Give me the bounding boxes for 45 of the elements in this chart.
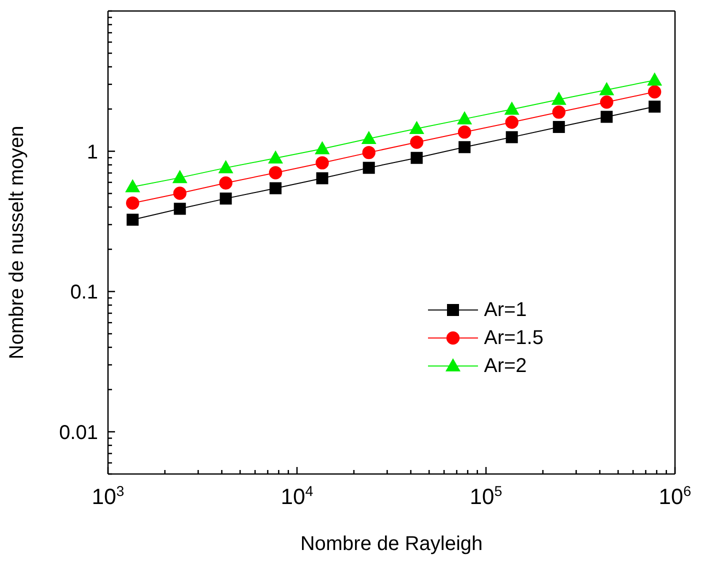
x-axis-title: Nombre de Rayleigh bbox=[300, 533, 483, 555]
legend-label: Ar=1.5 bbox=[484, 326, 544, 350]
point bbox=[126, 214, 139, 226]
point bbox=[316, 156, 329, 170]
point bbox=[458, 141, 471, 154]
point bbox=[648, 85, 662, 98]
point bbox=[458, 125, 472, 139]
point bbox=[173, 186, 186, 200]
point bbox=[504, 102, 520, 115]
legend-label: Ar=1 bbox=[484, 298, 527, 322]
point bbox=[551, 92, 566, 105]
point bbox=[362, 162, 375, 174]
y-tick-label: 0.01 bbox=[59, 422, 98, 444]
point bbox=[506, 131, 518, 144]
x-tick-label: 10$^{3}$ bbox=[92, 484, 124, 509]
point bbox=[599, 82, 614, 96]
point bbox=[600, 96, 614, 109]
x-tick-label: 10$^{4}$ bbox=[280, 484, 314, 509]
point bbox=[268, 166, 282, 180]
point bbox=[126, 196, 140, 210]
point bbox=[457, 111, 472, 124]
y-axis-title: Nombre de nusselt moyen bbox=[6, 126, 28, 360]
point bbox=[552, 106, 566, 119]
point bbox=[505, 116, 518, 129]
point bbox=[648, 100, 661, 113]
point bbox=[362, 146, 376, 160]
point bbox=[268, 150, 284, 164]
point bbox=[361, 130, 376, 144]
point bbox=[410, 152, 423, 164]
point bbox=[314, 141, 330, 154]
point bbox=[270, 182, 282, 194]
x-tick-label: 10$^{5}$ bbox=[470, 484, 502, 509]
point bbox=[600, 110, 613, 123]
point bbox=[552, 120, 565, 133]
x-tick-label: 10$^{6}$ bbox=[658, 484, 692, 509]
y-tick-label: 1 bbox=[86, 141, 98, 164]
point bbox=[172, 170, 188, 184]
point bbox=[316, 172, 328, 184]
y-tick-label: 0.1 bbox=[70, 282, 98, 304]
point bbox=[409, 120, 424, 134]
point bbox=[174, 202, 186, 215]
point bbox=[647, 72, 662, 86]
point bbox=[410, 136, 424, 149]
point bbox=[125, 179, 140, 192]
legend-label: Ar=2 bbox=[484, 354, 527, 378]
